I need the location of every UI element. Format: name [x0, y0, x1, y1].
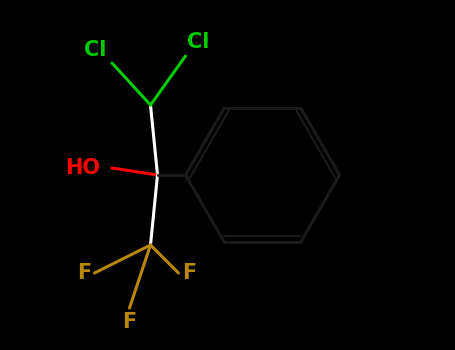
- Text: Cl: Cl: [187, 33, 210, 52]
- Text: Cl: Cl: [84, 40, 107, 60]
- Text: F: F: [122, 312, 136, 331]
- Text: F: F: [182, 263, 196, 283]
- Text: F: F: [77, 263, 91, 283]
- Text: HO: HO: [65, 158, 100, 178]
